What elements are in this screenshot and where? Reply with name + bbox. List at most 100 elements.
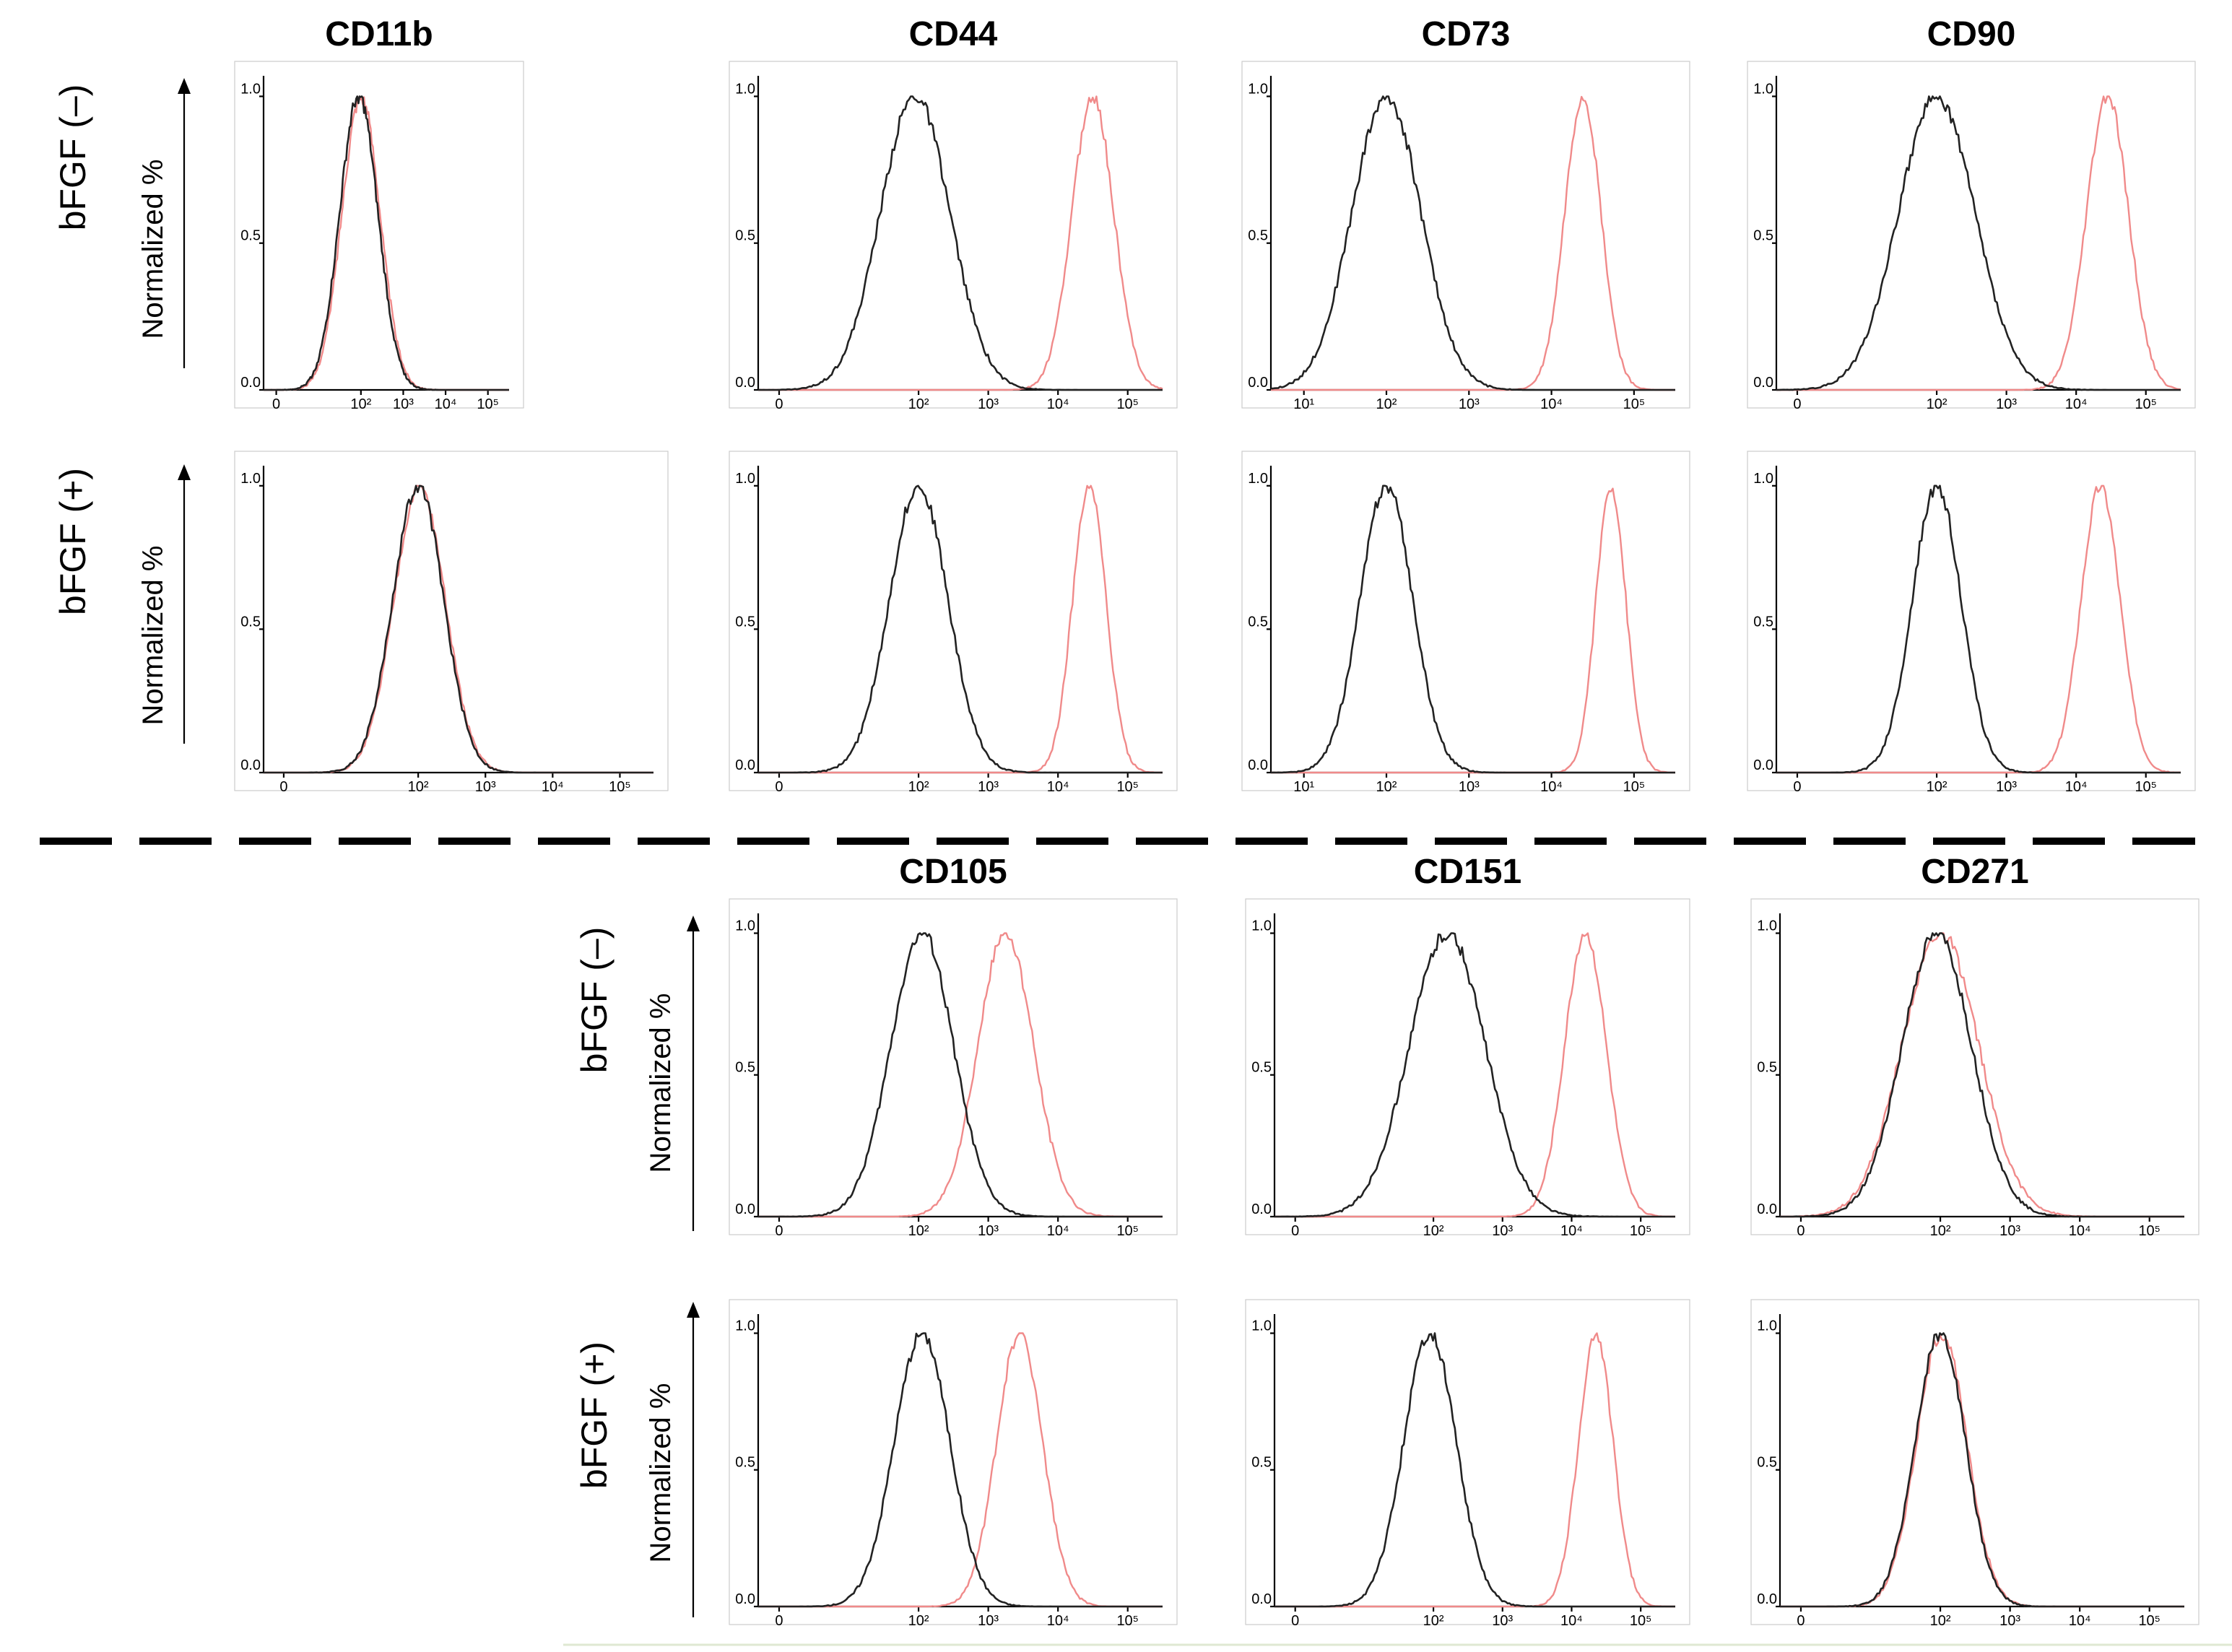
x-tick-label: 10⁵ <box>2135 779 2157 795</box>
y-tick-label: 0.0 <box>735 1201 755 1217</box>
x-tick-label: 10⁴ <box>1540 396 1563 412</box>
x-tick-label: 10⁴ <box>1047 396 1069 412</box>
y-tick-label: 1.0 <box>1248 81 1268 97</box>
y-tick-label: 1.0 <box>1251 918 1272 934</box>
x-tick-label: 10³ <box>1492 1613 1513 1629</box>
x-tick-label: 10⁵ <box>1116 779 1139 795</box>
y-tick-label: 1.0 <box>1251 1318 1272 1334</box>
y-tick-label: 0.0 <box>735 375 755 391</box>
x-tick-label: 10⁵ <box>2138 1223 2161 1239</box>
y-tick-label: 0.0 <box>1753 757 1773 773</box>
x-tick-label: 10³ <box>1459 779 1480 795</box>
marker-histogram-cd11b-minus <box>264 95 509 391</box>
panel-frame-cd11b-minus <box>234 61 524 409</box>
panel-cd90-plus: 0.0 0.5 1.0 0 10² 10³ 10⁴ 10⁵ <box>1747 451 2196 795</box>
marker-histogram-cd105-minus <box>758 932 1163 1218</box>
panel-frame-cd271-plus <box>1750 1299 2200 1625</box>
y-tick-label: 0.5 <box>1251 1455 1272 1471</box>
x-tick-label: 0 <box>279 779 287 795</box>
marker-title-cd44: CD44 <box>909 15 998 53</box>
y-tick-label: 0.0 <box>240 375 261 391</box>
x-tick-label: 10³ <box>393 396 414 412</box>
y-tick-label: 1.0 <box>1757 918 1777 934</box>
control-histogram-cd73-minus <box>1271 95 1675 391</box>
y-tick-label: 0.0 <box>735 1591 755 1607</box>
y-tick-label: 0.5 <box>735 614 755 630</box>
x-tick-label: 10³ <box>978 1613 999 1629</box>
marker-histogram-cd151-plus <box>1275 1332 1676 1608</box>
control-histogram-cd271-minus <box>1780 932 2184 1218</box>
x-tick-label: 10² <box>1927 396 1947 412</box>
y-tick-label: 1.0 <box>735 471 755 487</box>
x-tick-label: 0 <box>775 779 783 795</box>
marker-title-cd11b: CD11b <box>325 15 433 53</box>
y-tick-label: 1.0 <box>735 1318 755 1334</box>
x-tick-label: 10⁵ <box>477 396 499 412</box>
y-tick-label: 1.0 <box>735 918 755 934</box>
x-tick-label: 10³ <box>1996 396 2017 412</box>
x-tick-label: 10² <box>908 779 929 795</box>
control-histogram-cd11b-minus <box>264 95 509 391</box>
marker-histogram-cd90-minus <box>1776 95 2181 391</box>
marker-histogram-cd90-plus <box>1776 484 2181 774</box>
x-tick-label: 10² <box>350 396 371 412</box>
x-tick-label: 0 <box>1797 1223 1805 1239</box>
x-tick-label: 10³ <box>978 779 999 795</box>
x-tick-label: 10² <box>1376 396 1397 412</box>
y-tick-label: 0.0 <box>1757 1591 1777 1607</box>
x-tick-label: 10³ <box>1492 1223 1513 1239</box>
control-histogram-cd151-minus <box>1274 932 1675 1218</box>
x-tick-label: 10² <box>1930 1613 1951 1629</box>
y-tick-label: 0.5 <box>1251 1060 1272 1076</box>
x-tick-label: 10⁴ <box>2069 1223 2091 1239</box>
x-tick-label: 10³ <box>475 779 496 795</box>
x-tick-label: 10² <box>1930 1223 1951 1239</box>
x-tick-label: 0 <box>775 1613 783 1629</box>
marker-histogram-cd105-plus <box>758 1332 1163 1608</box>
panel-cd271-plus: 0.0 0.5 1.0 0 10² 10³ 10⁴ 10⁵ <box>1750 1299 2200 1629</box>
panel-cd11b-plus: 0.0 0.5 1.0 0 10² 10³ 10⁴ 10⁵ <box>234 451 669 795</box>
panel-cd44-plus: 0.0 0.5 1.0 0 10² 10³ 10⁴ 10⁵ <box>729 451 1178 795</box>
x-tick-label: 0 <box>272 396 280 412</box>
x-tick-label: 10⁴ <box>1047 1613 1069 1629</box>
panel-cd151-minus: 0.0 0.5 1.0 0 10² 10³ 10⁴ 10⁵ CD151 <box>1245 853 1690 1239</box>
histogram-panels: 0.0 0.5 1.0 0 10² 10³ 10⁴ 10⁵ CD11b 0.0 0.5 1.0 0 10²… <box>234 15 2200 1629</box>
marker-title-cd271: CD271 <box>1921 853 2028 891</box>
control-histogram-cd73-plus <box>1270 484 1675 774</box>
y-tick-label: 0.5 <box>240 228 261 244</box>
x-tick-label: 10⁴ <box>1560 1223 1583 1239</box>
y-tick-label: 0.5 <box>1753 228 1773 244</box>
y-tick-label: 0.0 <box>1248 757 1268 773</box>
ylabel-bottom-row-1: Normalized % <box>645 994 677 1173</box>
x-tick-label: 10⁴ <box>1047 1223 1069 1239</box>
control-histogram-cd11b-plus <box>264 484 653 774</box>
y-tick-label: 0.5 <box>735 228 755 244</box>
panel-frame-cd73-plus <box>1241 451 1690 791</box>
x-tick-label: 10⁴ <box>1540 779 1563 795</box>
y-tick-label: 0.0 <box>1757 1201 1777 1217</box>
x-tick-label: 10² <box>1423 1613 1444 1629</box>
y-tick-label: 0.0 <box>240 757 261 773</box>
panel-cd105-plus: 0.0 0.5 1.0 0 10² 10³ 10⁴ 10⁵ <box>729 1299 1178 1629</box>
ylabel-arrowhead-top-row-2 <box>178 464 191 480</box>
x-tick-label: 10⁴ <box>435 396 457 412</box>
x-tick-label: 10⁵ <box>2135 396 2157 412</box>
row-label-bfgf-minus-bottom: bFGF (–) <box>574 927 615 1074</box>
y-tick-label: 1.0 <box>240 471 261 487</box>
x-tick-label: 10⁵ <box>609 779 631 795</box>
x-tick-label: 10² <box>908 1223 929 1239</box>
panel-frame-cd90-minus <box>1747 61 2196 409</box>
panel-cd11b-minus: 0.0 0.5 1.0 0 10² 10³ 10⁴ 10⁵ CD11b <box>234 15 524 412</box>
panel-cd73-minus: 0.0 0.5 1.0 10¹ 10² 10³ 10⁴ 10⁵ CD73 <box>1241 15 1690 412</box>
ylabel-top-row-1: Normalized % <box>137 160 169 339</box>
x-tick-label: 10³ <box>1999 1613 2020 1629</box>
marker-title-cd105: CD105 <box>899 853 1007 891</box>
marker-title-cd151: CD151 <box>1414 853 1521 891</box>
y-tick-label: 0.5 <box>1753 614 1773 630</box>
panel-frame-cd73-minus <box>1241 61 1690 409</box>
x-tick-label: 10¹ <box>1293 779 1314 795</box>
panel-frame-cd44-minus <box>729 61 1178 409</box>
y-tick-label: 0.5 <box>1757 1060 1777 1076</box>
x-tick-label: 0 <box>1797 1613 1805 1629</box>
x-tick-label: 10⁵ <box>2138 1613 2161 1629</box>
